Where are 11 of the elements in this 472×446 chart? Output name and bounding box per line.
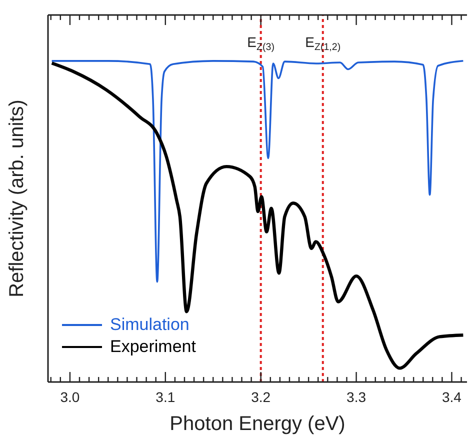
x-tick-label: 3.3 [346, 389, 366, 405]
ref-line-label: E$_{Z(1,2)}$ [305, 34, 341, 53]
x-tick-label: 3.2 [251, 389, 271, 405]
legend-label: Simulation [110, 315, 190, 335]
y-axis-title: Reflectivity (arb. units) [6, 100, 28, 298]
x-tick-label: 3.1 [156, 389, 176, 405]
x-axis-title: Photon Energy (eV) [170, 413, 346, 435]
ref-line-label: E$_{Z(3)}$ [247, 34, 274, 53]
x-tick-label: 3.0 [60, 389, 80, 405]
x-tick-label: 3.4 [442, 389, 462, 405]
legend-label: Experiment [110, 337, 196, 357]
